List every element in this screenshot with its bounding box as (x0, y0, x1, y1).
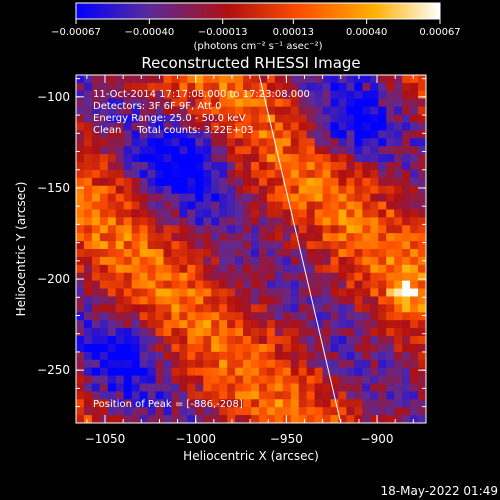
solar-limb-line (258, 75, 342, 423)
y-tick-label: −150 (37, 181, 70, 195)
x-tick-label: −900 (361, 432, 394, 446)
chart-title: Reconstructed RHESSI Image (141, 54, 360, 72)
axes: −1050 −1000 −950 −900 −100 −150 −200 −250 (37, 75, 426, 446)
colorbar-tick-label: −0.00040 (124, 27, 174, 38)
colorbar-tick-label: 0.00013 (273, 27, 314, 38)
plot-frame (75, 74, 427, 424)
y-tick-label: −200 (37, 272, 70, 286)
heatmap-cells (76, 75, 426, 423)
y-tick-label: −100 (37, 90, 70, 104)
colorbar-ticks: −0.00067 −0.00040 −0.00013 0.00013 0.00040 0.… (51, 19, 461, 38)
colorbar-tick-label: −0.00013 (198, 27, 248, 38)
annotation-time-range: 11-Oct-2014 17:17:08.000 to 17:23:08.000 (93, 89, 310, 100)
y-axis-label: Heliocentric Y (arcsec) (14, 182, 28, 317)
x-axis-label: Heliocentric X (arcsec) (183, 449, 319, 463)
x-tick-label: −1050 (85, 432, 126, 446)
colorbar-tick-label: 0.00067 (419, 27, 460, 38)
colorbar-tick-label: 0.00040 (346, 27, 387, 38)
annotations: 11-Oct-2014 17:17:08.000 to 17:23:08.000… (93, 89, 310, 410)
colorbar-units-label: (photons cm⁻² s⁻¹ asec⁻²) (193, 41, 322, 52)
x-tick-label: −1000 (175, 432, 216, 446)
annotation-clean-counts: Clean Total counts: 3.22E+03 (93, 125, 253, 136)
footer-timestamp: 18-May-2022 01:49 (381, 484, 498, 498)
annotation-energy-range: Energy Range: 25.0 - 50.0 keV (93, 113, 246, 124)
annotation-peak-position: Position of Peak = [-886,-208] (93, 399, 243, 410)
y-tick-label: −250 (37, 363, 70, 377)
x-tick-label: −950 (270, 432, 303, 446)
colorbar (75, 2, 441, 20)
colorbar-tick-label: −0.00067 (51, 27, 101, 38)
annotation-detectors: Detectors: 3F 6F 9F, Att 0 (93, 101, 221, 112)
